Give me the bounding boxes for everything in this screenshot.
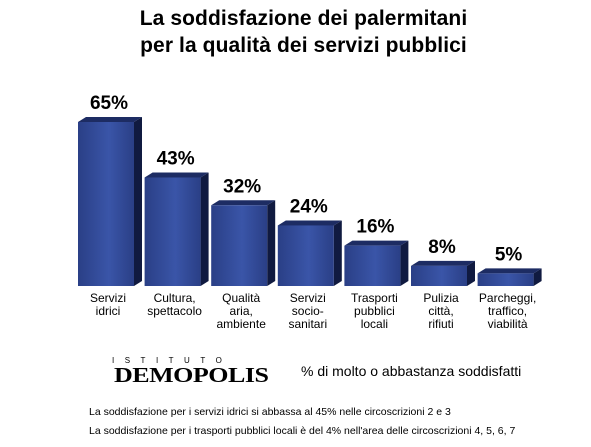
- category-label-line: viabilità: [488, 317, 528, 331]
- value-label-5: 16%: [356, 217, 394, 238]
- bar-top-face: [211, 200, 276, 206]
- bar-1: [78, 117, 142, 286]
- bar-front-face: [144, 177, 201, 286]
- category-label-5: Trasporti pubblici locali: [351, 291, 398, 331]
- category-label-3: Qualità aria, ambiente: [217, 291, 267, 331]
- value-label-2: 43%: [157, 149, 195, 170]
- bar-side-face: [400, 240, 409, 286]
- category-label-line: Servizi: [90, 291, 126, 305]
- category-label-line: Servizi: [290, 291, 326, 305]
- value-label-3: 32%: [223, 176, 261, 197]
- category-label-line: città,: [428, 304, 453, 318]
- logo-demopolis-text: DEMOPOLIS: [114, 363, 269, 387]
- logo-istituto-text: ISTITUTO: [112, 356, 233, 365]
- chart-title-line-2: per la qualità dei servizi pubblici: [140, 34, 467, 57]
- category-label-4: Servizi socio-sanitari: [288, 291, 327, 331]
- category-label-line: Parcheggi,: [479, 291, 536, 305]
- demopolis-logo: ISTITUTO DEMOPOLIS: [112, 356, 290, 387]
- bar-3: [211, 200, 276, 286]
- category-label-line: socio-: [292, 304, 324, 318]
- bar-front-face: [78, 122, 134, 286]
- value-label-1: 65%: [90, 93, 128, 114]
- value-label-4: 24%: [290, 196, 328, 217]
- bar-side-face: [134, 117, 142, 286]
- bar-side-face: [533, 268, 542, 286]
- bar-side-face: [267, 200, 276, 286]
- category-label-line: sanitari: [288, 317, 327, 331]
- category-label-line: traffico,: [488, 304, 527, 318]
- bar-top-face: [344, 240, 409, 246]
- category-label-line: rifiuti: [428, 317, 453, 331]
- bar-top-face: [277, 220, 342, 226]
- bar-top-face: [78, 117, 142, 122]
- bar-front-face: [277, 225, 334, 286]
- category-label-1: Servizi idrici: [90, 291, 126, 318]
- footnote-1: La soddisfazione per i servizi idrici si…: [89, 406, 451, 418]
- category-label-line: spettacolo: [147, 304, 202, 318]
- value-label-7: 5%: [495, 244, 523, 265]
- bar-6: [411, 260, 475, 286]
- bar-front-face: [344, 245, 401, 286]
- value-label-6: 8%: [428, 237, 456, 258]
- category-label-7: Parcheggi, traffico, viabilità: [479, 291, 536, 331]
- bar-7: [477, 268, 542, 286]
- bar-side-face: [200, 172, 209, 286]
- bar-2: [144, 172, 209, 286]
- category-label-line: idrici: [96, 304, 121, 318]
- category-label-line: Qualità: [222, 291, 260, 305]
- bar-4: [277, 220, 342, 286]
- bar-top-face: [144, 172, 209, 178]
- bar-side-face: [333, 220, 342, 286]
- chart-legend: % di molto o abbastanza soddisfatti: [301, 363, 522, 379]
- bar-front-face: [211, 205, 268, 286]
- category-label-line: ambiente: [217, 317, 267, 331]
- category-label-6: Pulizia città, rifiuti: [423, 291, 459, 331]
- category-label-line: aria,: [230, 304, 253, 318]
- category-label-line: pubblici: [354, 304, 395, 318]
- category-label-line: locali: [361, 317, 388, 331]
- category-label-line: Cultura,: [154, 291, 196, 305]
- bar-top-face: [411, 260, 475, 266]
- category-label-2: Cultura, spettacolo: [147, 291, 202, 318]
- category-label-line: Trasporti: [351, 291, 398, 305]
- chart-title-line-1: La soddisfazione dei palermitani: [139, 7, 468, 30]
- category-label-line: Pulizia: [423, 291, 459, 305]
- bar-front-face: [411, 265, 467, 286]
- bar-side-face: [467, 260, 475, 286]
- bar-top-face: [477, 268, 542, 274]
- footnote-2: La soddisfazione per i trasporti pubblic…: [89, 425, 516, 437]
- bar-5: [344, 240, 409, 286]
- bar-front-face: [477, 273, 534, 286]
